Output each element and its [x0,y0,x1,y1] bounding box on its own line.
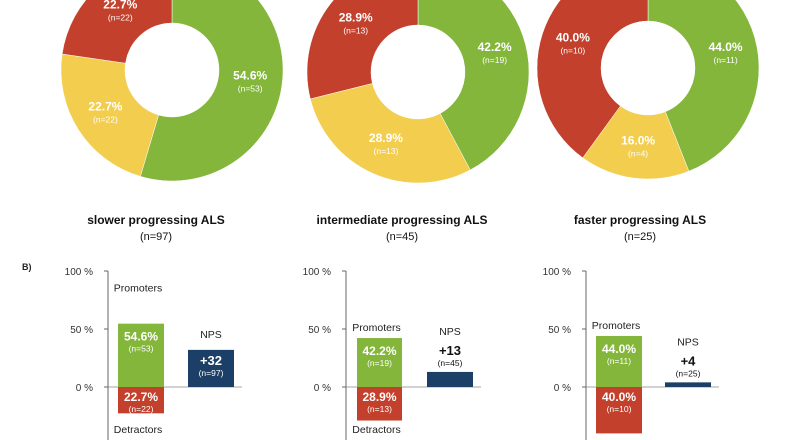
donut-1-label-passives: 22.7% [88,100,122,114]
bar-chart-1-tick-label: 0 % [76,383,93,394]
donut-1-count-detractors: (n=22) [108,12,133,22]
bar-chart-1-tick-label: 50 % [70,325,93,336]
donut-2-label-passives: 28.9% [369,131,403,145]
bar-chart-3-nps-count: (n=25) [676,368,701,378]
donut-2-label-promoters: 42.2% [478,40,512,54]
bar-chart-1-detractors-label: Detractors [114,424,162,436]
donut-1-count-promoters: (n=53) [238,83,263,93]
bar-chart-2-detractors-count: (n=13) [367,404,392,414]
donut-2-slice-promoters [417,0,530,171]
bar-chart-2-detractors-label: Detractors [352,424,400,436]
bar-chart-1-promoters-count: (n=53) [129,344,154,354]
bar-chart-3-nps-label: NPS [677,336,699,348]
bar-chart-3-promoters-label: Promoters [592,320,640,332]
bar-chart-3-nps-bar [665,382,711,387]
bar-chart-3-detractors-value: 40.0% [602,390,636,404]
nps-bar-charts: 100 %50 %0 %54.6%(n=53)Promoters22.7%(n=… [65,267,719,440]
donut-3-slice-detractors [536,0,649,159]
donut-2-label-detractors: 28.9% [339,10,373,24]
bar-chart-2-promoters-label: Promoters [352,322,400,334]
donut-3-count-promoters: (n=11) [714,55,738,65]
bar-chart-3-tick-label: 100 % [543,267,571,278]
bar-chart-1-promoters-label: Promoters [114,283,162,295]
donut-2-count-passives: (n=13) [374,146,399,156]
panel-n-slower: (n=97) [140,231,172,243]
donut-2-count-promoters: (n=19) [482,55,507,65]
donut-1-label-detractors: 22.7% [103,0,137,11]
donut-3-count-passives: (n=4) [628,148,648,158]
donut-2-slice-detractors [306,0,419,100]
donut-charts: 54.6%(n=53)22.7%(n=22)22.7%(n=22)42.2%(n… [60,0,760,184]
bar-chart-2-nps-count: (n=45) [438,358,463,368]
panel-title-intermediate: intermediate progressing ALS [317,213,488,227]
bar-chart-3-promoters-bar [596,335,642,387]
bar-chart-3-nps-value: +4 [681,353,697,368]
bar-chart-2: 100 %50 %0 %42.2%(n=19)Promoters28.9%(n=… [303,267,481,440]
bar-chart-1: 100 %50 %0 %54.6%(n=53)Promoters22.7%(n=… [65,267,242,440]
panel-n-intermediate: (n=45) [386,231,418,243]
bar-chart-2-tick-label: 50 % [308,325,331,336]
bar-chart-2-promoters-count: (n=19) [367,358,392,368]
donut-3-label-detractors: 40.0% [556,31,590,45]
bar-chart-2-detractors-value: 28.9% [362,390,396,404]
donut-1-slice-detractors [61,0,173,64]
donut-3-label-passives: 16.0% [621,133,655,147]
bar-chart-3-tick-label: 0 % [554,383,571,394]
bar-chart-2-promoters-value: 42.2% [362,344,396,358]
donut-2-slice-passives [310,83,471,184]
bar-chart-2-nps-bar [427,371,473,387]
bar-chart-1-tick-label: 100 % [65,267,93,278]
donut-1: 54.6%(n=53)22.7%(n=22)22.7%(n=22) [60,0,284,182]
panel-n-faster: (n=25) [624,231,656,243]
bar-chart-1-promoters-bar [118,323,164,387]
bar-chart-1-nps-bar [188,349,234,387]
bar-chart-2-detractors-bar [357,387,402,421]
bar-chart-3-tick-label: 50 % [548,325,571,336]
bar-chart-1-promoters-value: 54.6% [124,330,158,344]
donut-3-count-detractors: (n=10) [560,46,585,56]
bar-chart-1-nps-value: +32 [200,353,222,368]
donut-2: 42.2%(n=19)28.9%(n=13)28.9%(n=13) [306,0,530,184]
bar-chart-1-detractors-bar [118,387,164,414]
section-label: B) [22,262,32,272]
donut-3: 44.0%(n=11) 16.0%(n=4) 40.0%(n=10) [536,0,760,180]
panel-title-slower: slower progressing ALS [87,213,225,227]
donut-3-label-promoters: 44.0% [709,40,743,54]
bar-chart-3: 100 %50 %0 %44.0%(n=11)Promoters40.0%(n=… [543,267,719,440]
bar-chart-3-detractors-bar [596,387,642,434]
bar-chart-2-promoters-bar [357,338,402,387]
donut-2-count-detractors: (n=13) [343,25,368,35]
bar-chart-2-tick-label: 100 % [303,267,331,278]
panel-title-faster: faster progressing ALS [574,213,706,227]
bar-chart-1-nps-label: NPS [200,329,222,341]
bar-chart-3-promoters-value: 44.0% [602,342,636,356]
bar-chart-3-promoters-count: (n=11) [607,356,631,366]
bar-chart-1-nps-count: (n=97) [199,368,224,378]
bar-chart-2-nps-value: +13 [439,343,461,358]
donut-1-slice-passives [60,53,159,177]
donut-1-count-passives: (n=22) [93,115,118,125]
donut-3-slice-promoters [647,0,760,172]
bar-chart-1-detractors-count: (n=22) [129,404,154,414]
bar-chart-2-nps-label: NPS [439,326,461,338]
donut-1-label-promoters: 54.6% [233,68,267,82]
bar-chart-2-tick-label: 0 % [314,383,331,394]
bar-chart-1-detractors-value: 22.7% [124,390,158,404]
bar-chart-3-detractors-count: (n=10) [607,404,632,414]
